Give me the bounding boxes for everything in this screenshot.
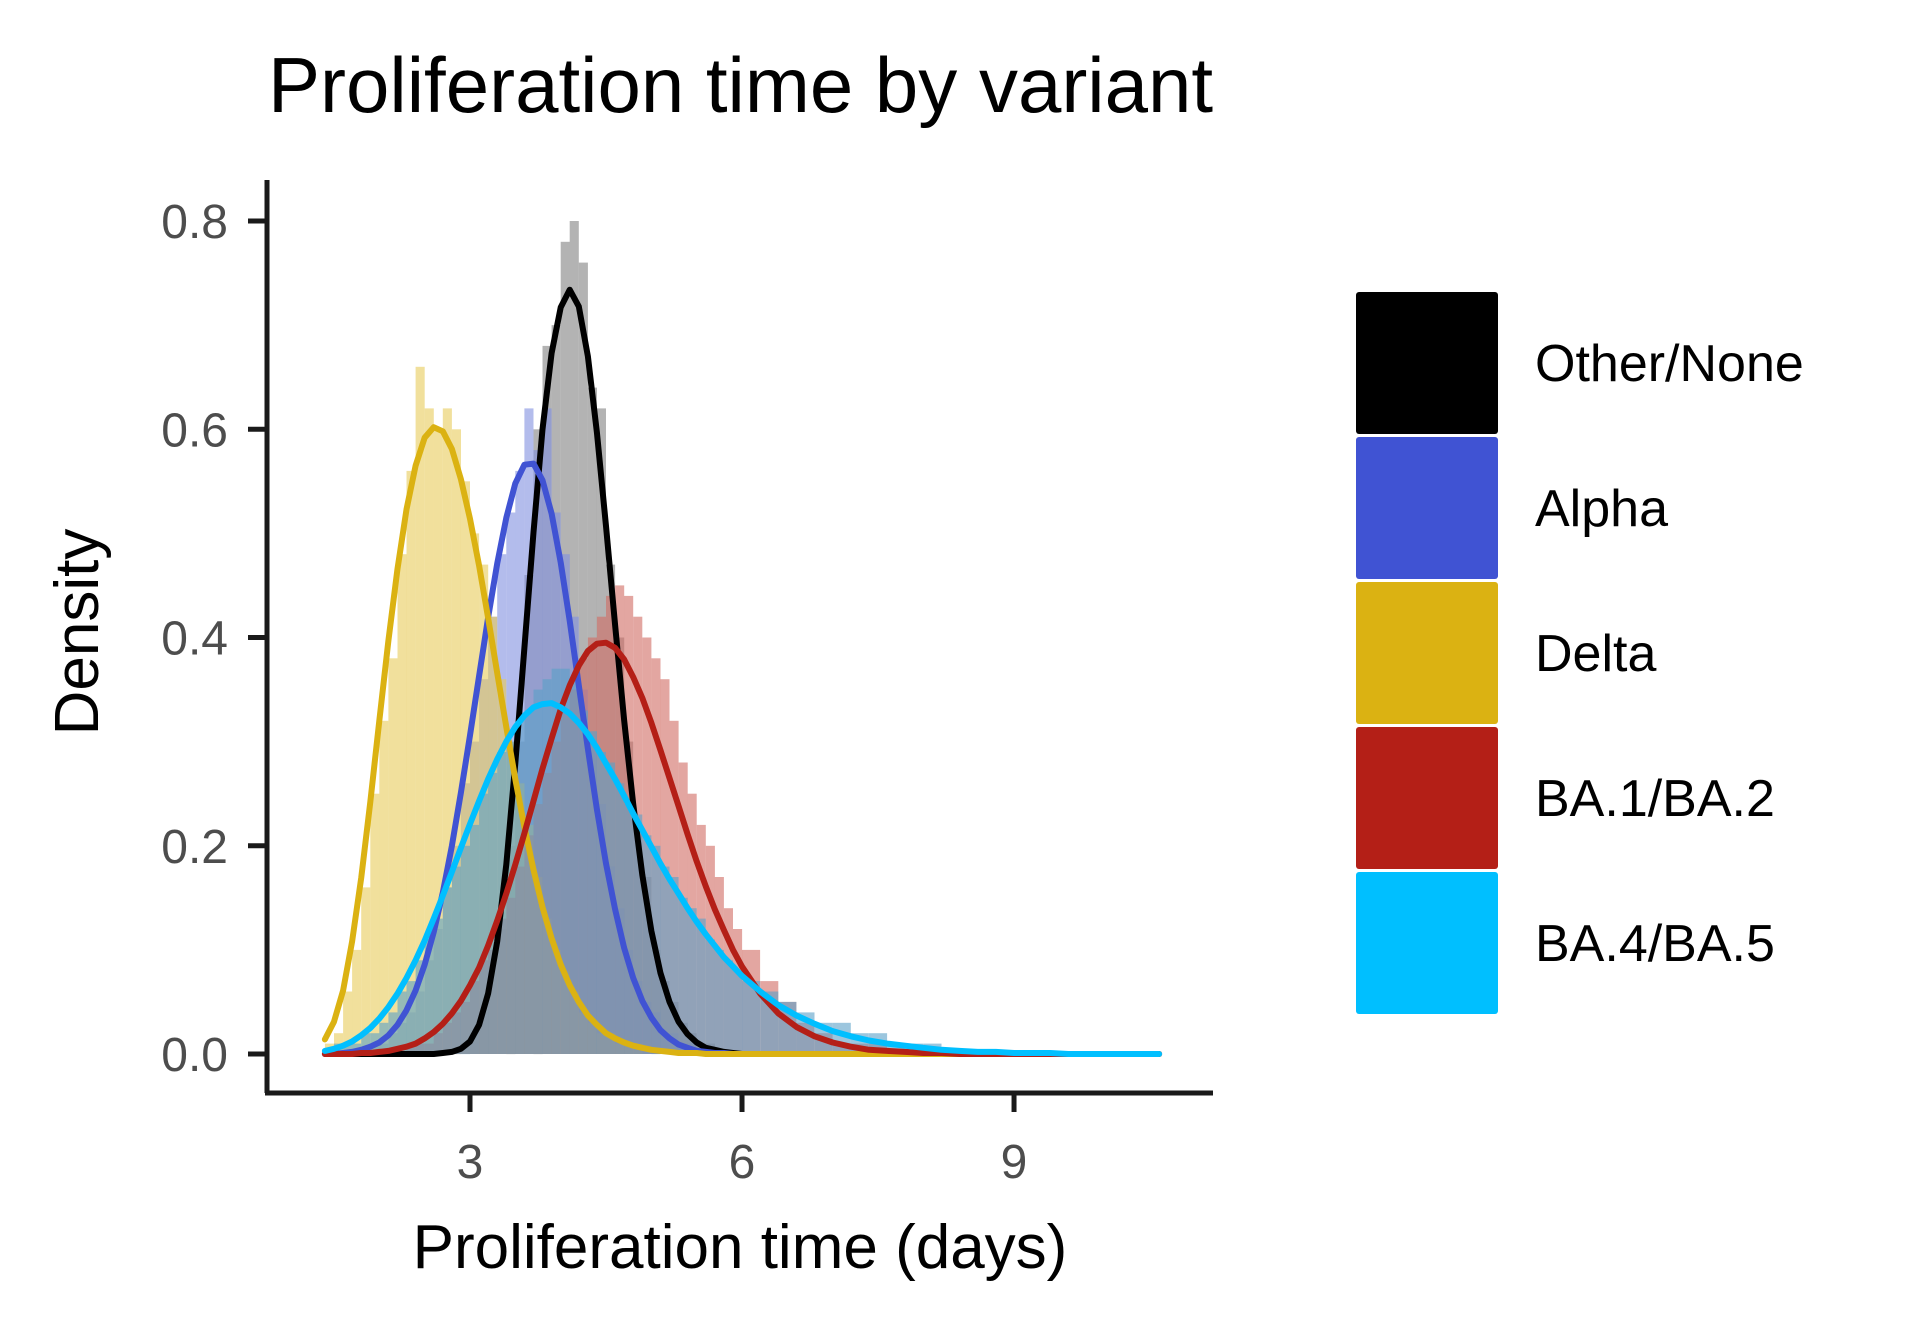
histogram-bar	[542, 679, 552, 1054]
density-curve-ba-1-ba-2	[321, 639, 1163, 1057]
legend-swatch	[1356, 872, 1498, 1014]
x-axis: 3 6 9	[265, 1090, 1213, 1189]
density-curve-ba-4-ba-5	[321, 700, 1163, 1057]
histogram-bar	[370, 793, 380, 1054]
y-tick-label: 0.2	[161, 821, 228, 874]
histogram-bar	[479, 793, 489, 1054]
histogram-bar	[488, 772, 498, 1054]
histogram-bar	[451, 429, 461, 1055]
histogram-bar	[551, 668, 561, 1054]
histogram-bar	[442, 408, 452, 1054]
histogram-bar	[660, 866, 670, 1054]
histogram-bar	[343, 1043, 353, 1054]
legend-label: Delta	[1535, 625, 1656, 683]
histogram-bar	[578, 710, 588, 1054]
histogram-bar	[460, 845, 470, 1055]
histogram-bar	[533, 689, 543, 1054]
histogram-bar	[451, 866, 461, 1054]
legend-label: Alpha	[1535, 480, 1668, 538]
density-curves-layer	[321, 286, 1163, 1057]
histogram-bar	[506, 741, 516, 1054]
x-tick-label: 6	[729, 1136, 756, 1189]
histogram-bar	[596, 752, 606, 1054]
legend: Other/None Alpha Delta BA.1/BA.2 BA.4/BA.5	[1356, 292, 1804, 1014]
histogram-bar	[470, 533, 480, 1054]
legend-swatch	[1356, 292, 1498, 434]
y-tick-label: 0.8	[161, 196, 228, 249]
histogram-bar	[470, 824, 480, 1054]
histogram-bar	[406, 981, 416, 1054]
histogram-bar	[560, 668, 570, 1054]
histogram-bar	[642, 835, 652, 1054]
histogram-bar	[524, 710, 534, 1054]
histogram-bar	[733, 970, 743, 1054]
histogram-bar	[569, 679, 579, 1054]
x-axis-label: Proliferation time (days)	[413, 1213, 1068, 1282]
legend-swatch	[1356, 582, 1498, 724]
histogram-bar	[742, 981, 761, 1054]
histogram-bar	[515, 720, 525, 1054]
histogram-bar	[424, 939, 434, 1054]
histogram-bar	[687, 908, 697, 1054]
histogram-bar	[624, 804, 634, 1054]
histogram-bar	[669, 877, 679, 1054]
histogram-bar	[433, 918, 443, 1054]
x-tick-label: 3	[457, 1136, 484, 1189]
y-axis: 0.0 0.2 0.4 0.6 0.8	[161, 180, 270, 1093]
histogram-bar	[442, 887, 452, 1054]
y-tick-label: 0.6	[161, 404, 228, 457]
histogram-bar	[587, 731, 597, 1054]
x-tick-label: 9	[1001, 1136, 1028, 1189]
histogram-bar	[714, 949, 724, 1054]
histogram-bar	[397, 554, 407, 1054]
legend-label: BA.1/BA.2	[1535, 770, 1775, 828]
histogram-bar	[361, 1033, 371, 1054]
histogram-bar	[343, 991, 353, 1054]
legend-swatch	[1356, 727, 1498, 869]
histogram-bar	[415, 960, 425, 1054]
histogram-bar	[633, 814, 643, 1054]
histogram-bar	[696, 918, 706, 1054]
histogram-layer	[324, 221, 942, 1055]
y-tick-label: 0.4	[161, 613, 228, 666]
histogram-bar	[388, 658, 398, 1054]
histogram-bar	[406, 470, 416, 1054]
histogram-bar	[705, 939, 715, 1054]
legend-swatch	[1356, 437, 1498, 579]
histogram-bar	[606, 762, 616, 1054]
histogram-bar	[424, 408, 434, 1054]
y-axis-label: Density	[43, 529, 112, 736]
histogram-bar	[433, 429, 443, 1055]
histogram-bar	[415, 366, 425, 1054]
histogram-bar	[379, 720, 389, 1054]
chart-title: Proliferation time by variant	[268, 41, 1213, 129]
y-tick-label: 0.0	[161, 1029, 228, 1082]
legend-label: Other/None	[1535, 335, 1804, 393]
histogram-bar	[352, 949, 362, 1054]
histogram-bar	[678, 897, 688, 1054]
histogram-bar	[723, 960, 733, 1054]
histogram-bar	[361, 887, 371, 1054]
legend-label: BA.4/BA.5	[1535, 915, 1775, 973]
